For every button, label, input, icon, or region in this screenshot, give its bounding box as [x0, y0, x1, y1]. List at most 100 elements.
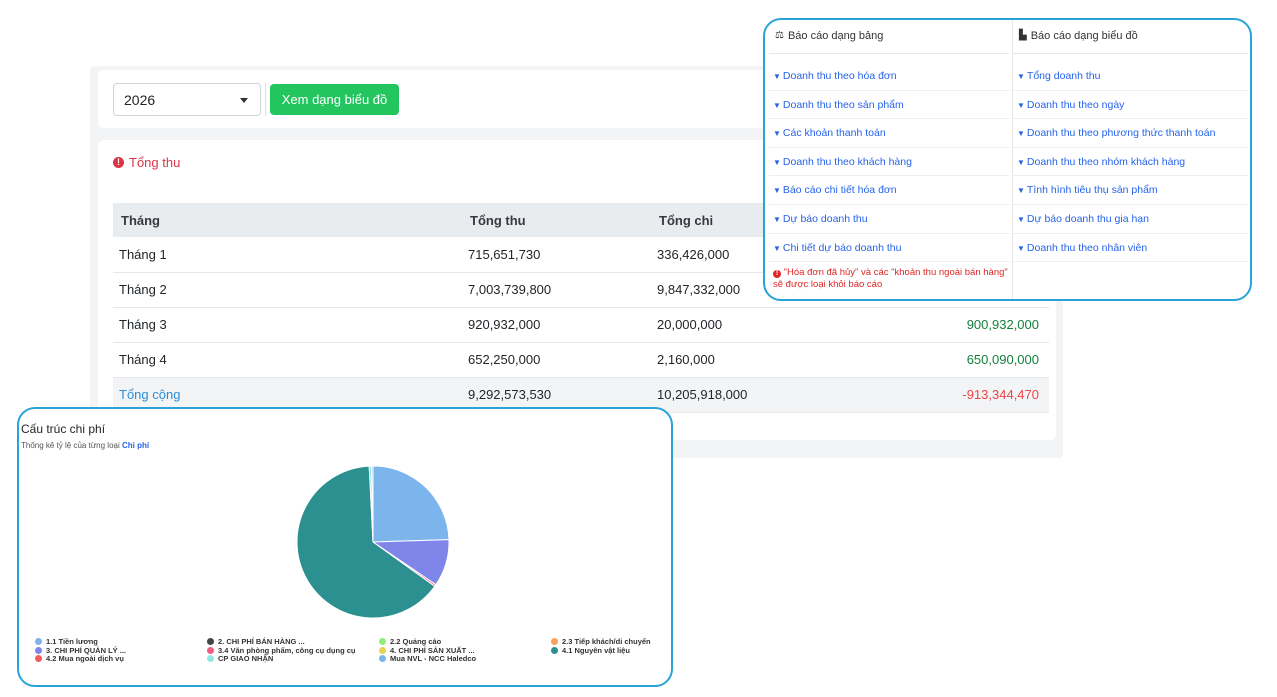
report-link-label: Doanh thu theo khách hàng — [782, 155, 912, 168]
report-link-label: Doanh thu theo ngày — [1026, 98, 1125, 111]
view-chart-button[interactable]: Xem dạng biểu đồ — [270, 84, 399, 115]
table-reports-title: Báo cáo dạng bảng — [787, 30, 884, 42]
expense-structure-chart-panel: Cấu trúc chi phí Thống kê tỷ lệ của từng… — [17, 407, 673, 687]
table-reports-column: ⚖ Báo cáo dạng bảng ▼ Doanh thu theo hóa … — [769, 20, 1009, 291]
legend-item[interactable]: 2.3 Tiếp khách/di chuyển — [551, 637, 651, 646]
legend-item[interactable]: 3. CHI PHÍ QUẢN LÝ ... — [35, 646, 126, 655]
legend-dot — [379, 655, 386, 662]
table-row: Tháng 4 652,250,000 2,160,000 650,090,00… — [113, 342, 1049, 378]
legend-dot — [207, 655, 214, 662]
table-total-row: Tổng cộng 9,292,573,530 10,205,918,000 -… — [113, 377, 1049, 413]
cell-difference: 650,090,000 — [849, 342, 1049, 378]
chart-subtitle: Thống kê tỷ lệ của từng loại Chi phí — [21, 441, 149, 450]
total-expense: 10,205,918,000 — [651, 377, 849, 413]
chart-title: Cấu trúc chi phí — [21, 422, 106, 436]
report-link[interactable]: ▼ Doanh thu theo ngày — [1013, 91, 1248, 120]
report-link-label: Doanh thu theo hóa đơn — [782, 70, 897, 82]
area-chart-icon: ▙ — [1019, 30, 1027, 41]
report-link-label: Các khoản thanh toán — [782, 127, 886, 140]
pie-chart — [296, 465, 450, 619]
total-label: Tổng cộng — [113, 377, 462, 413]
reports-note-line: sẽ được loại khỏi báo cáo — [773, 279, 883, 291]
legend-label: 4.2 Mua ngoài dịch vụ — [46, 654, 124, 663]
legend-dot — [35, 638, 42, 645]
legend-label: 3. CHI PHÍ QUẢN LÝ ... — [46, 645, 127, 655]
caret-down-icon: ▼ — [773, 243, 781, 253]
caret-down-icon: ▼ — [773, 214, 781, 224]
alert-icon: ! — [773, 270, 781, 279]
caret-down-icon — [240, 98, 248, 103]
cell-revenue: 652,250,000 — [462, 342, 651, 378]
legend-item[interactable]: 2. CHI PHÍ BÁN HÀNG ... — [207, 637, 305, 646]
chart-reports-title: Báo cáo dạng biểu đồ — [1030, 30, 1138, 42]
legend-item[interactable]: Mua NVL - NCC Haledco — [379, 654, 476, 663]
report-link[interactable]: ▼ Doanh thu theo nhân viên — [1013, 234, 1248, 263]
caret-down-icon: ▼ — [1017, 129, 1025, 139]
pie-slice[interactable] — [372, 465, 450, 543]
cell-month: Tháng 1 — [113, 237, 462, 273]
total-revenue: 9,292,573,530 — [462, 377, 651, 413]
report-link[interactable]: ▼ Doanh thu theo sản phẩm — [769, 91, 1009, 120]
cell-month: Tháng 3 — [113, 307, 462, 343]
report-link-label: Doanh thu theo sản phẩm — [782, 98, 904, 111]
legend-dot — [35, 655, 42, 662]
chart-subtitle-highlight: Chi phí — [121, 441, 150, 450]
caret-down-icon: ▼ — [1017, 72, 1025, 81]
report-link-label: Doanh thu theo nhóm khách hàng — [1026, 155, 1186, 168]
report-link-label: Tình hình tiêu thụ sản phẩm — [1026, 184, 1158, 197]
legend-dot — [379, 638, 386, 645]
alert-icon: ! — [113, 157, 124, 168]
legend-label: 4. CHI PHÍ SẢN XUẤT ... — [390, 645, 475, 655]
cell-difference: 900,932,000 — [849, 307, 1049, 343]
report-link[interactable]: ▼ Chi tiết dự báo doanh thu — [769, 234, 1009, 263]
cell-expense: 20,000,000 — [651, 307, 849, 343]
report-link[interactable]: ▼ Dự báo doanh thu gia hạn — [1013, 205, 1248, 234]
chart-subtitle-text: Thống kê tỷ lệ của từng loại — [21, 441, 120, 450]
legend-label: 2. CHI PHÍ BÁN HÀNG ... — [218, 637, 305, 646]
report-link[interactable]: ▼ Tổng doanh thu — [1013, 62, 1248, 91]
legend-item[interactable]: 4.2 Mua ngoài dịch vụ — [35, 654, 124, 663]
report-link-label: Dự báo doanh thu — [782, 212, 868, 225]
chart-reports-header: ▙ Báo cáo dạng biểu đồ — [1013, 20, 1248, 54]
legend-dot — [551, 646, 558, 654]
reports-note-line: "Hóa đơn đã hủy" và các "khoản thu ngoài… — [783, 267, 1008, 279]
header-month: Tháng — [113, 203, 462, 237]
legend-item[interactable]: 4.1 Nguyên vật liệu — [551, 646, 630, 655]
caret-down-icon: ▼ — [773, 72, 781, 81]
report-link[interactable]: ▼ Tình hình tiêu thụ sản phẩm — [1013, 176, 1248, 205]
legend-label: 2.2 Quảng cáo — [390, 637, 442, 646]
section-title: ! Tổng thu — [113, 155, 180, 170]
legend-dot — [207, 646, 214, 654]
table-reports-list: ▼ Doanh thu theo hóa đơn ▼ Doanh thu theo … — [769, 54, 1009, 263]
year-select[interactable]: 2026 — [113, 83, 261, 116]
report-link[interactable]: ▼ Doanh thu theo nhóm khách hàng — [1013, 148, 1248, 177]
report-link[interactable]: ▼ Doanh thu theo khách hàng — [769, 148, 1009, 177]
report-link[interactable]: ▼ Báo cáo chi tiết hóa đơn — [769, 176, 1009, 205]
cell-month: Tháng 4 — [113, 342, 462, 378]
report-link[interactable]: ▼ Các khoản thanh toán — [769, 119, 1009, 148]
report-link[interactable]: ▼ Dự báo doanh thu — [769, 205, 1009, 234]
cell-revenue: 920,932,000 — [462, 307, 651, 343]
caret-down-icon: ▼ — [773, 100, 781, 110]
legend-dot — [207, 638, 214, 645]
legend-item[interactable]: CP GIAO NHẬN — [207, 654, 273, 663]
legend-dot — [551, 638, 558, 645]
cell-revenue: 715,651,730 — [462, 237, 651, 273]
pie-slice[interactable] — [371, 465, 374, 543]
header-revenue: Tổng thu — [462, 203, 651, 237]
table-reports-header: ⚖ Báo cáo dạng bảng — [769, 20, 1009, 54]
report-link[interactable]: ▼ Doanh thu theo phương thức thanh toán — [1013, 119, 1248, 148]
legend-item[interactable]: 2.2 Quảng cáo — [379, 637, 441, 646]
caret-down-icon: ▼ — [773, 129, 781, 139]
legend-label: CP GIAO NHẬN — [218, 654, 274, 663]
report-link[interactable]: ▼ Doanh thu theo hóa đơn — [769, 62, 1009, 91]
caret-down-icon: ▼ — [773, 186, 781, 196]
legend-label: Mua NVL - NCC Haledco — [390, 654, 477, 663]
legend-dot — [379, 646, 386, 654]
legend-item[interactable]: 1.1 Tiền lương — [35, 637, 98, 646]
pie-slice[interactable] — [296, 465, 436, 619]
legend-item[interactable]: 3.4 Văn phòng phẩm, công cụ dụng cụ — [207, 646, 356, 655]
section-title-label: Tổng thu — [129, 155, 181, 170]
legend-dot — [35, 646, 42, 654]
legend-item[interactable]: 4. CHI PHÍ SẢN XUẤT ... — [379, 646, 475, 655]
